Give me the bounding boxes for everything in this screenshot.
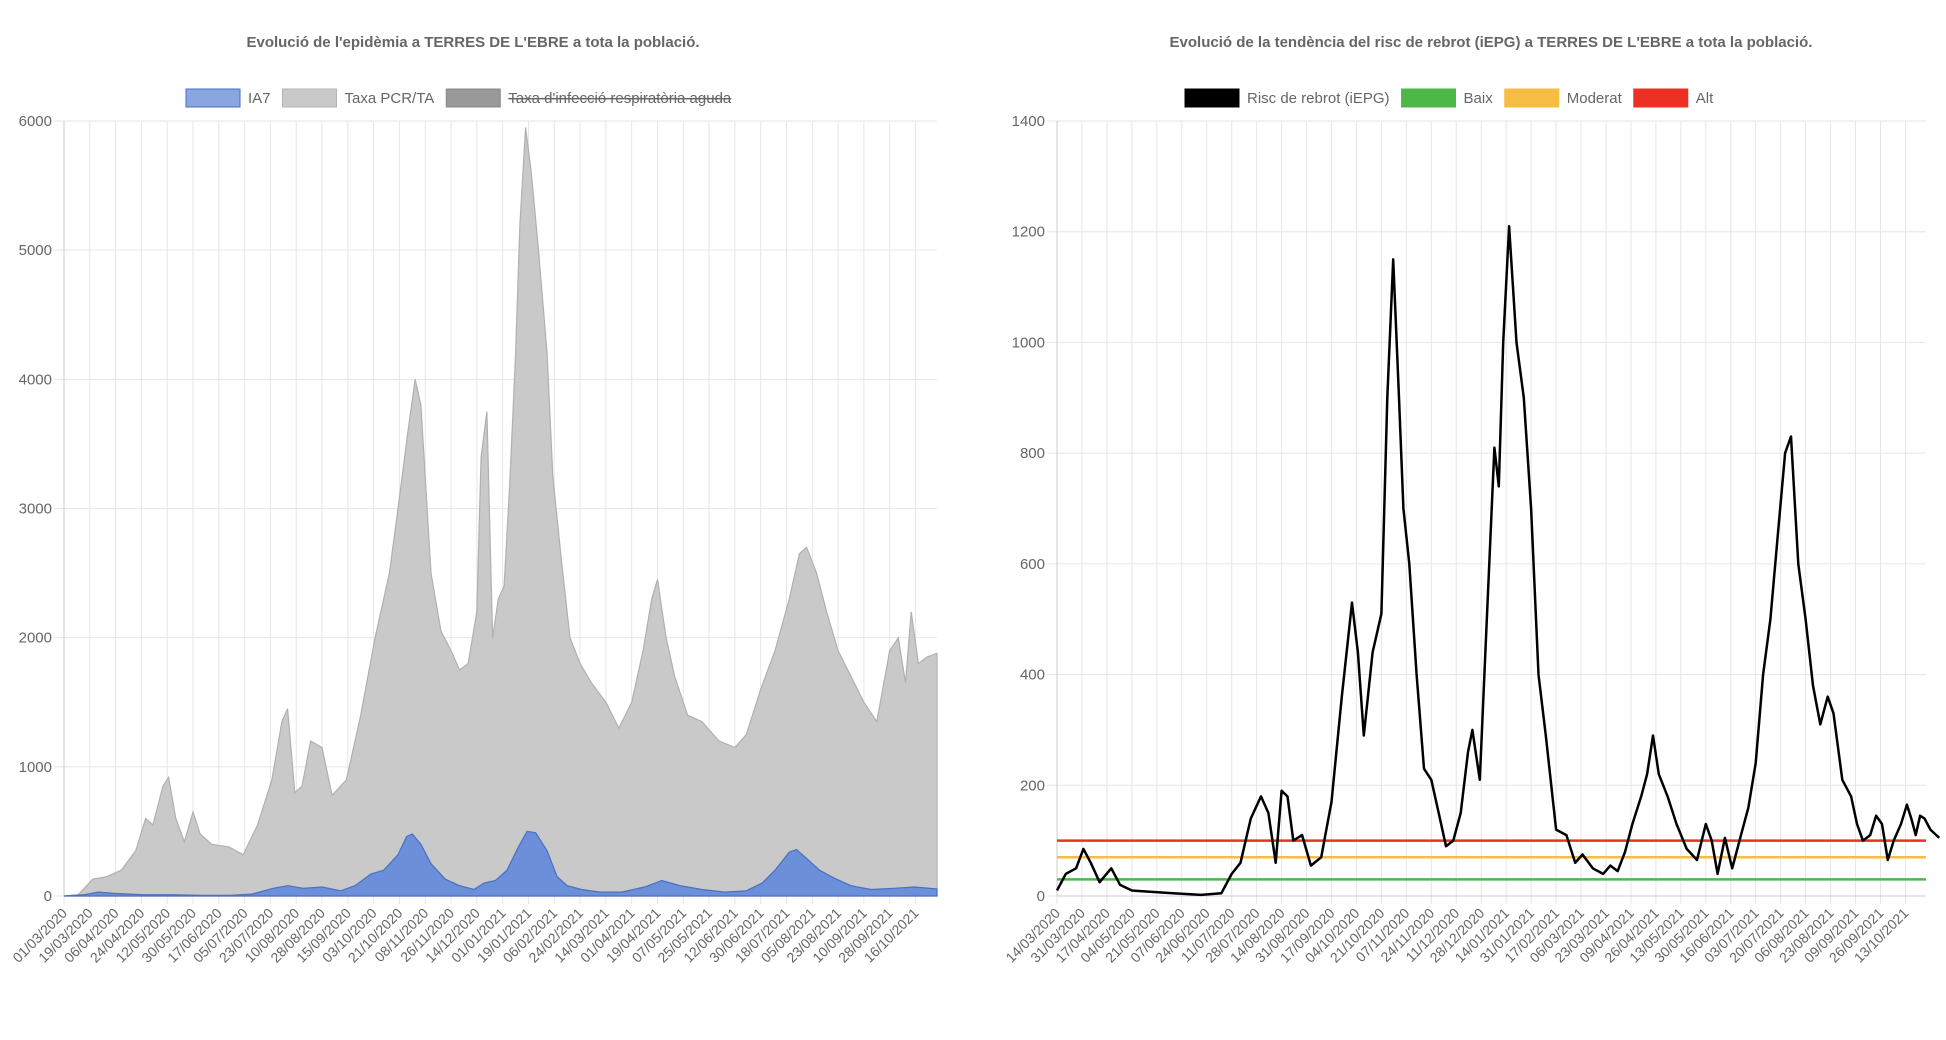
chart-title: Evolució de la tendència del risc de reb… [1170, 34, 1813, 51]
epidemic-evolution-chart: Evolució de l'epidèmia a TERRES DE L'EBR… [9, 34, 938, 966]
y-tick-label: 2000 [19, 630, 52, 647]
legend-label: Taxa d'infecció respiratòria aguda [508, 90, 732, 107]
y-tick-label: 5000 [19, 242, 52, 259]
legend-item[interactable]: Taxa d'infecció respiratòria aguda [445, 88, 732, 108]
legend-item[interactable]: IA7 [185, 88, 271, 108]
legend-swatch [1401, 88, 1457, 108]
legend-label: Moderat [1567, 90, 1623, 107]
legend: Risc de rebrot (iEPG) Baix Moderat Alt [1184, 88, 1714, 108]
legend-swatch [282, 88, 338, 108]
y-tick-label: 400 [1020, 667, 1045, 684]
series-area-taxa-pcr-ta [63, 127, 938, 897]
y-tick-label: 6000 [19, 113, 52, 130]
legend-swatch [185, 88, 241, 108]
legend-label: IA7 [248, 90, 271, 107]
legend-label: Baix [1464, 90, 1494, 107]
legend: IA7 Taxa PCR/TA Taxa d'infecció respiratòr… [185, 88, 732, 108]
y-tick-label: 600 [1020, 556, 1045, 573]
y-tick-label: 1400 [1012, 113, 1045, 130]
rebound-risk-chart: Evolució de la tendència del risc de reb… [1002, 34, 1941, 966]
legend-swatch [1504, 88, 1560, 108]
legend-item[interactable]: Baix [1401, 88, 1494, 108]
legend-label: Alt [1696, 90, 1714, 107]
y-tick-label: 1000 [1012, 334, 1045, 351]
series-line-iepg [1055, 224, 1941, 897]
legend-swatch [1633, 88, 1689, 108]
legend-item[interactable]: Taxa PCR/TA [282, 88, 435, 108]
y-tick-label: 3000 [19, 501, 52, 518]
legend-item[interactable]: Alt [1633, 88, 1714, 108]
y-tick-label: 200 [1020, 777, 1045, 794]
legend-swatch [1184, 88, 1240, 108]
legend-label: Risc de rebrot (iEPG) [1247, 90, 1390, 107]
y-tick-label: 800 [1020, 445, 1045, 462]
y-tick-label: 0 [44, 888, 52, 905]
legend-swatch [445, 88, 501, 108]
y-tick-label: 4000 [19, 371, 52, 388]
legend-item[interactable]: Moderat [1504, 88, 1623, 108]
legend-item[interactable]: Risc de rebrot (iEPG) [1184, 88, 1390, 108]
legend-label: Taxa PCR/TA [345, 90, 435, 107]
y-tick-label: 1200 [1012, 224, 1045, 241]
y-tick-label: 0 [1037, 888, 1045, 905]
series-area-ia7 [63, 830, 938, 897]
chart-title: Evolució de l'epidèmia a TERRES DE L'EBR… [246, 34, 699, 51]
y-tick-label: 1000 [19, 759, 52, 776]
